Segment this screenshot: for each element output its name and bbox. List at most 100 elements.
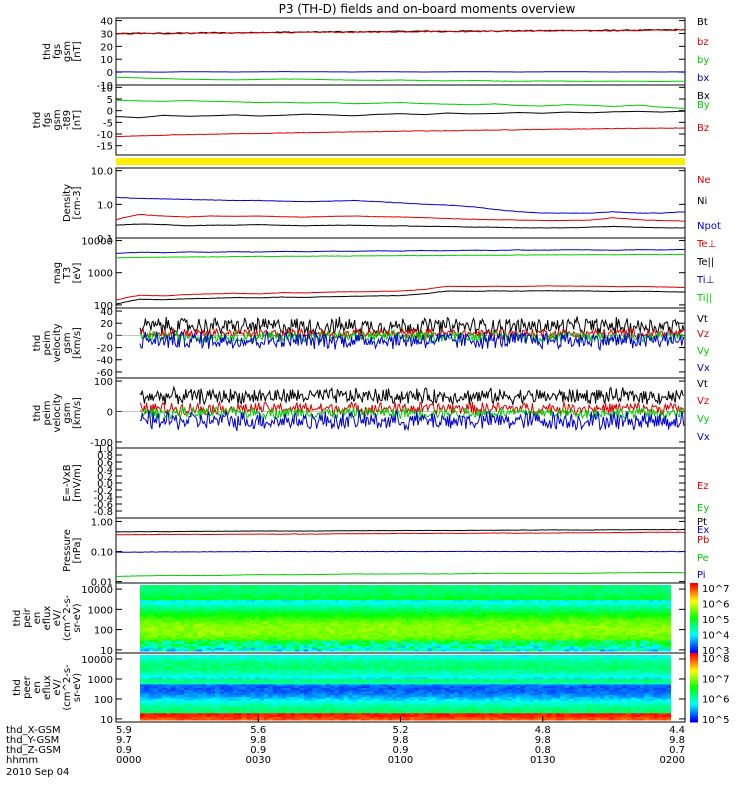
series-bz-line: [116, 127, 686, 138]
spectrogram-cell: [516, 597, 521, 601]
spectrogram-cell: [170, 625, 176, 628]
spectrogram-cell: [197, 629, 203, 632]
y-tick-label: 1000: [88, 605, 113, 616]
spectrogram-cell: [617, 630, 623, 634]
spectrogram-cell: [600, 649, 605, 652]
spectrogram-cell: [170, 627, 176, 630]
spectrogram-cell: [498, 588, 503, 591]
spectrogram-cell: [551, 619, 557, 623]
spectrogram-cell: [405, 718, 411, 721]
spectrogram-cell: [595, 612, 601, 615]
spectrogram-cell: [215, 632, 220, 635]
spectrogram-cell: [662, 638, 667, 641]
spectrogram-cell: [569, 619, 574, 623]
spectrogram-cell: [454, 585, 459, 588]
spectrogram-cell: [285, 612, 291, 615]
spectrogram-cell: [277, 625, 282, 628]
spectrogram-cell: [308, 716, 313, 719]
spectrogram-cell: [224, 592, 229, 595]
spectrogram-cell: [653, 619, 658, 623]
spectrogram-cell: [343, 645, 349, 648]
y-tick-label: 10: [100, 83, 113, 94]
spectrogram-cell: [321, 618, 326, 621]
spectrogram-cell: [582, 643, 588, 646]
spectrogram-cell: [193, 603, 198, 606]
spectrogram-cell: [334, 643, 340, 646]
spectrogram-cell: [547, 638, 552, 641]
spectrogram-cell: [507, 590, 512, 593]
spectrogram-cell: [608, 632, 614, 635]
spectrogram-cell: [224, 638, 229, 641]
spectrogram-cell: [219, 638, 225, 641]
spectrogram-cell: [285, 629, 291, 632]
spectrogram-cell: [577, 619, 583, 623]
spectrogram-cell: [555, 634, 561, 637]
spectrogram-cell: [662, 629, 667, 632]
spectrogram-cell: [560, 632, 565, 635]
spectrogram-cell: [600, 590, 605, 593]
spectrogram-cell: [533, 716, 539, 719]
spectrogram-cell: [184, 625, 189, 628]
spectrogram-cell: [529, 608, 534, 612]
spectrogram-cell: [489, 649, 495, 652]
spectrogram-cell: [657, 599, 663, 602]
spectrogram-cell: [272, 608, 278, 612]
spectrogram-cell: [542, 636, 548, 639]
spectrogram-cell: [383, 636, 388, 639]
spectrogram-cell: [361, 596, 366, 599]
spectrogram-cell: [409, 614, 415, 617]
spectrogram-cell: [157, 625, 163, 628]
spectrogram-cell: [480, 588, 486, 591]
spectrogram-cell: [259, 627, 265, 630]
spectrogram-cell: [520, 607, 526, 610]
spectrogram-cell: [423, 601, 428, 604]
y-tick-label: -0.2: [93, 486, 113, 497]
spectrogram-cell: [555, 632, 561, 635]
spectrogram-cell: [334, 630, 340, 634]
spectrogram-cell: [493, 645, 499, 648]
spectrogram-cell: [431, 636, 437, 639]
spectrogram-cell: [277, 621, 282, 624]
y-axis-label: fgs: [52, 44, 63, 59]
colorbar-segment: [690, 601, 698, 605]
spectrogram-cell: [140, 599, 145, 602]
spectrogram-cell: [277, 596, 282, 599]
spectrogram-cell: [423, 610, 428, 613]
spectrogram-cell: [502, 640, 508, 643]
spectrogram-cell: [365, 603, 371, 606]
spectrogram-cell: [573, 625, 579, 628]
spectrogram-cell: [303, 718, 309, 721]
spectrogram-cell: [573, 601, 579, 604]
spectrogram-cell: [595, 638, 601, 641]
spectrogram-cell: [520, 634, 526, 637]
spectrogram-cell: [361, 714, 366, 717]
spectrogram-cell: [396, 610, 402, 613]
spectrogram-cell: [268, 623, 273, 626]
spectrogram-cell: [334, 590, 340, 593]
spectrogram-cell: [538, 636, 543, 639]
spectrogram-cell: [489, 629, 495, 632]
spectrogram-cell: [157, 716, 163, 719]
spectrogram-cell: [334, 616, 340, 619]
spectrogram-cell: [312, 649, 318, 652]
spectrogram-cell: [471, 614, 477, 617]
spectrogram-cell: [148, 616, 154, 619]
spectrogram-cell: [489, 636, 495, 639]
spectrogram-cell: [440, 638, 446, 641]
spectrogram-cell: [263, 625, 269, 628]
spectrogram-cell: [485, 597, 490, 601]
spectrogram-cell: [401, 586, 406, 590]
spectrogram-cell: [507, 614, 512, 617]
spectrogram-cell: [361, 607, 366, 610]
spectrogram-cell: [316, 592, 322, 595]
spectrogram-cell: [516, 634, 521, 637]
spectrogram-cell: [219, 592, 225, 595]
spectrogram-cell: [339, 588, 344, 591]
spectrogram-cell: [188, 592, 194, 595]
spectrogram-cell: [524, 590, 530, 593]
spectrogram-cell: [560, 586, 565, 590]
spectrogram-cell: [653, 632, 658, 635]
spectrogram-cell: [153, 597, 158, 601]
spectrogram-cell: [241, 585, 247, 588]
